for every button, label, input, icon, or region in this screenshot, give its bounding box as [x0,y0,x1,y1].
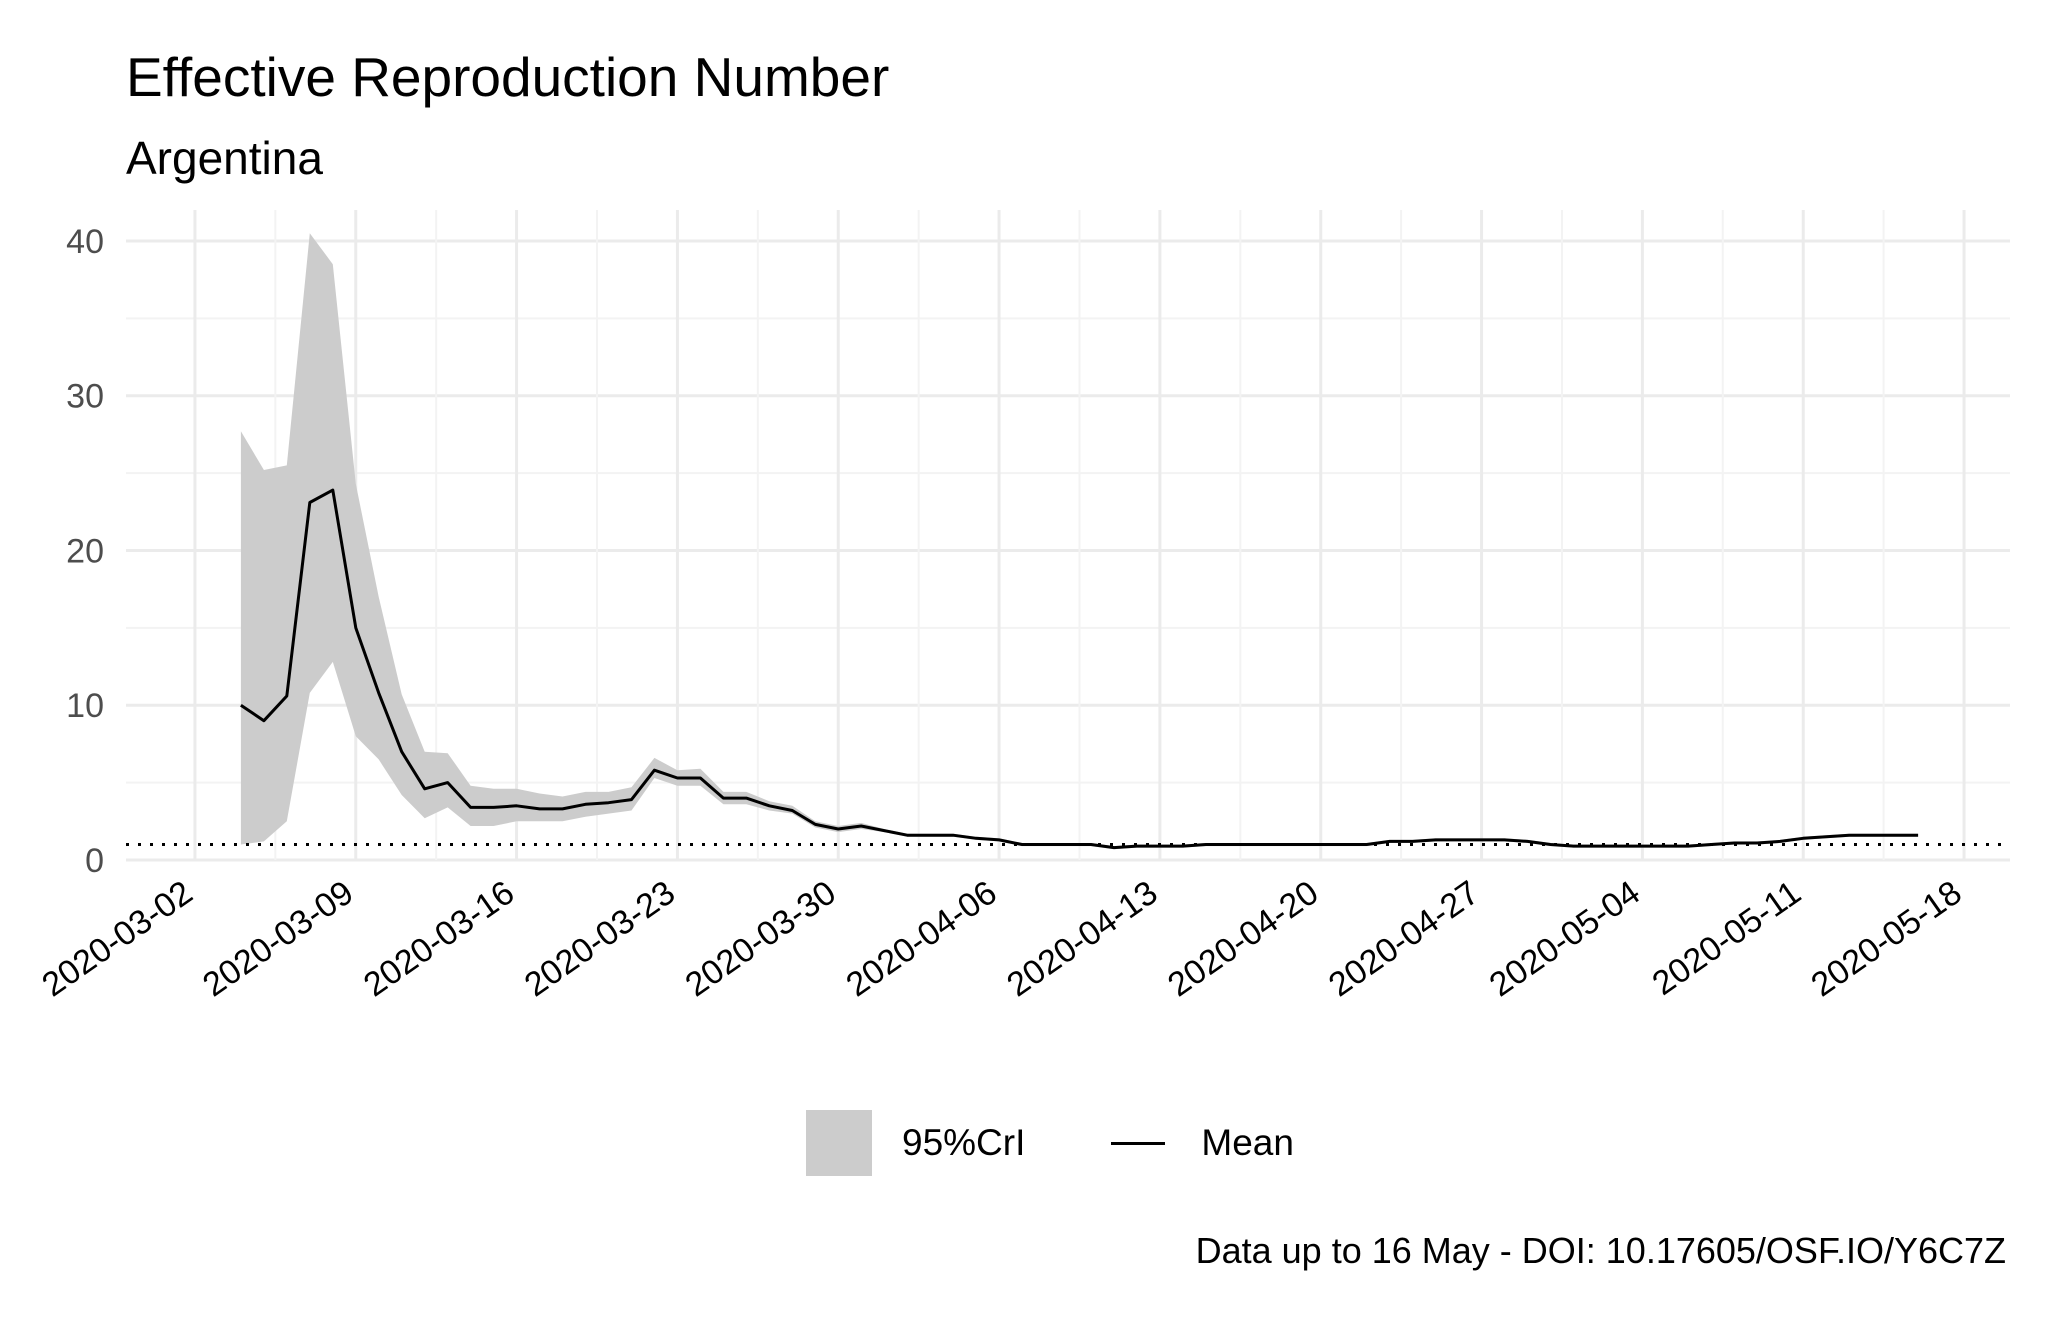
x-axis-tick-labels: 2020-03-022020-03-092020-03-162020-03-23… [35,873,1968,1004]
x-tick-label: 2020-03-30 [679,873,843,1004]
legend-line-swatch [1105,1110,1171,1176]
legend-label-line: Mean [1201,1122,1294,1163]
chart-title: Effective Reproduction Number [126,46,890,108]
x-tick-label: 2020-05-18 [1804,873,1968,1004]
y-axis-tick-labels: 0 10 20 30 40 [66,223,104,880]
legend-band-swatch [806,1110,872,1176]
x-tick-label: 2020-04-06 [839,873,1003,1004]
x-tick-label: 2020-03-09 [196,873,360,1004]
chart-caption: Data up to 16 May - DOI: 10.17605/OSF.IO… [1195,1230,2006,1271]
mean-series-line [240,488,1919,850]
y-tick-label: 20 [66,532,104,570]
y-tick-label: 40 [66,223,104,261]
grid-lines [126,210,2010,862]
legend-item-line: Mean [1105,1110,1294,1176]
x-tick-label: 2020-03-23 [518,873,682,1004]
x-tick-label: 2020-05-04 [1483,873,1647,1004]
y-tick-label: 0 [85,842,104,880]
credible-interval-band [240,233,1919,850]
x-tick-label: 2020-05-11 [1646,873,1808,1002]
legend-item-band: 95%CrI [806,1110,1025,1176]
band-area-95-crl [240,233,1919,850]
x-tick-label: 2020-03-02 [35,873,199,1004]
chart-subtitle: Argentina [126,132,323,184]
y-tick-label: 30 [66,378,104,416]
legend-label-band: 95%CrI [902,1122,1026,1163]
mean-line [240,488,1919,850]
x-tick-label: 2020-03-16 [357,873,521,1004]
x-tick-label: 2020-04-27 [1322,873,1486,1004]
y-tick-label: 10 [66,687,104,725]
x-tick-label: 2020-04-13 [1000,873,1164,1004]
legend: 95%CrI Mean [806,1110,1374,1176]
x-tick-label: 2020-04-20 [1161,873,1325,1004]
